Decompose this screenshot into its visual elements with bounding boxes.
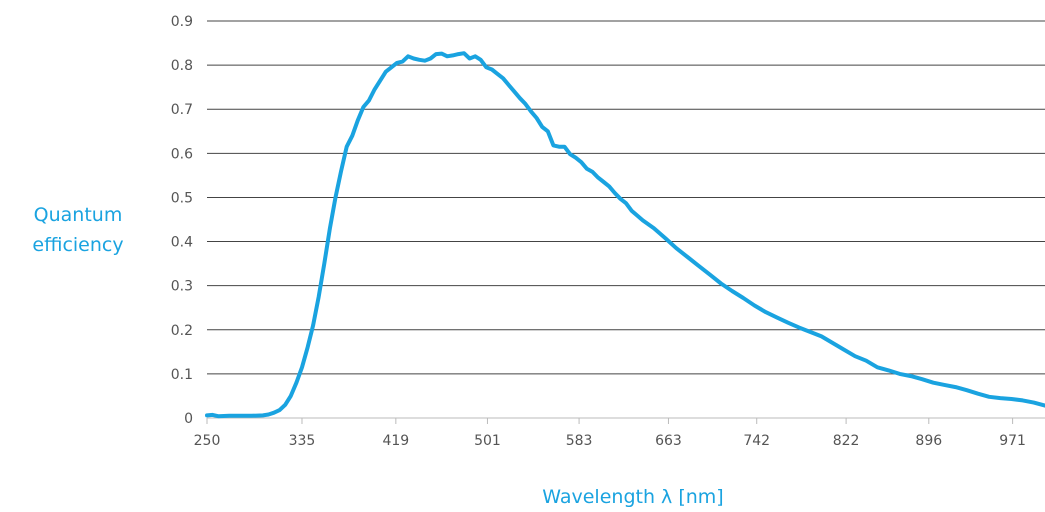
x-tick-label: 501 (474, 433, 501, 449)
x-tick-label: 419 (382, 433, 409, 449)
y-axis-label-line-1: Quantum (34, 204, 123, 226)
series-layer (205, 51, 1045, 419)
y-axis-label-line-2: efficiency (32, 234, 123, 256)
x-tick-labels: 250 335 419 501 583 663 742 822 896 971 (194, 433, 1026, 449)
x-tick-label: 250 (194, 433, 221, 449)
x-tick-label: 971 (999, 433, 1026, 449)
y-tick-label: 0.8 (171, 58, 193, 74)
y-tick-label: 0.7 (171, 102, 193, 118)
y-tick-label: 0.2 (171, 323, 193, 339)
y-tick-label: 0.4 (171, 235, 193, 251)
x-tick-label: 822 (833, 433, 860, 449)
y-tick-label: 0.3 (171, 279, 193, 295)
y-tick-label: 0 (184, 411, 193, 427)
y-tick-label: 0.5 (171, 190, 193, 206)
x-axis-label: Wavelength λ [nm] (542, 486, 723, 508)
x-tick-label: 335 (289, 433, 316, 449)
y-tick-labels: 0 0.1 0.2 0.3 0.4 0.5 0.6 0.7 0.8 0.9 (171, 14, 193, 427)
y-tick-label: 0.6 (171, 146, 193, 162)
x-tick-label: 583 (566, 433, 593, 449)
series-line-quantum-efficiency (205, 51, 1045, 419)
y-tick-label: 0.1 (171, 367, 193, 383)
x-tick-label: 896 (915, 433, 942, 449)
x-tick-label: 663 (655, 433, 682, 449)
x-tick-label: 742 (743, 433, 770, 449)
y-tick-label: 0.9 (171, 14, 193, 30)
